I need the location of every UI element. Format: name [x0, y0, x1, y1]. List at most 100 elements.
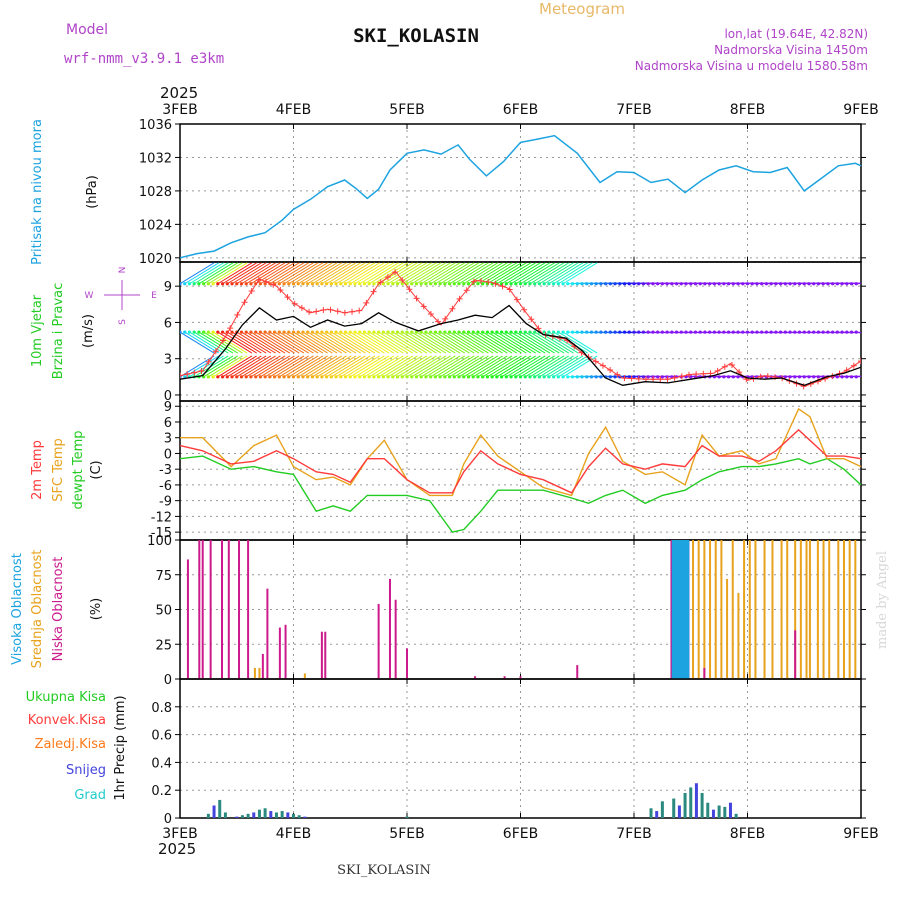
wind-barb	[236, 355, 272, 378]
wind-barb-dot	[414, 375, 419, 379]
credit-watermark: made by Angel	[875, 551, 890, 649]
wind-barb-dot	[826, 330, 830, 334]
wind-gust-mark	[277, 287, 284, 294]
wind-barb-dot	[481, 330, 485, 334]
wind-barb-dot	[476, 282, 480, 286]
wind-gust-mark	[800, 383, 807, 390]
wind-barb-dot	[736, 330, 740, 334]
wind-barb-dot	[575, 282, 579, 286]
wind-barb-dot	[599, 282, 603, 286]
wind-barb	[392, 262, 428, 285]
wind-barb	[359, 331, 395, 354]
wind-gust-mark	[341, 309, 348, 316]
ytick-label: 0.2	[151, 784, 172, 799]
wind-barb-dot	[736, 375, 740, 379]
wind-barb-dot	[301, 330, 305, 334]
wind-barb-dot	[575, 330, 579, 334]
wind-barb-dot	[632, 282, 636, 286]
wind-barb	[288, 262, 324, 285]
wind-barb	[387, 355, 423, 378]
wind-barb-dot	[651, 282, 655, 286]
wind-barb-dot	[656, 375, 660, 379]
wind-barb-dot	[296, 375, 300, 379]
wind-barb	[406, 355, 442, 378]
wind-barb-dot	[854, 375, 858, 379]
wind-barb	[279, 355, 314, 378]
precip-bar	[672, 798, 676, 818]
wind-barb-dot	[325, 282, 329, 286]
wind-barb-dot	[816, 375, 821, 379]
wind-barb-dot	[618, 282, 622, 286]
wind-barb	[543, 355, 579, 378]
precip-bar	[240, 815, 244, 818]
wind-barb-dot	[405, 330, 409, 334]
wind-barb-dot	[570, 282, 575, 286]
wind-barb	[354, 355, 390, 378]
wind-barb	[180, 262, 215, 285]
precip-panel: Ukupna Kisa Konvek.Kisa Zaledj.Kisa Snij…	[26, 678, 866, 827]
wind-barb	[321, 355, 357, 378]
wind-barb-dot	[476, 330, 480, 334]
wind-barb	[463, 355, 499, 378]
model-label: Model	[66, 22, 108, 38]
wind-barb	[349, 262, 385, 285]
compass-east: E	[151, 291, 157, 301]
wind-barb	[430, 355, 466, 378]
wind-barb-dot	[466, 330, 471, 334]
wind-barb-dot	[343, 282, 348, 286]
wind-barb	[302, 355, 338, 378]
wind-barb-dot	[277, 282, 281, 286]
wind-barb-dot	[826, 282, 830, 286]
wind-barb-dot	[547, 375, 551, 379]
wind-barb-dot	[745, 330, 750, 334]
wind-gust-mark	[650, 376, 657, 383]
wind-barb-dot	[220, 282, 225, 286]
xtick-label-top: 6FEB	[503, 102, 538, 118]
cloud-bar	[837, 540, 840, 679]
wind-barb	[321, 262, 357, 285]
wind-barb	[463, 331, 499, 354]
wind-barb	[293, 331, 328, 354]
wind-barb-dot	[424, 330, 428, 334]
cloud-bar	[703, 540, 706, 679]
wind-barb-dot	[807, 282, 811, 286]
wind-barb	[510, 331, 546, 354]
wind-barb-dot	[608, 330, 612, 334]
wind-barb	[378, 331, 413, 354]
wind-barb-dot	[528, 282, 532, 286]
wind-barb-dot	[646, 375, 650, 379]
wind-barb	[420, 262, 456, 285]
wind-barb-dot	[254, 375, 258, 379]
xtick-label-top: 9FEB	[843, 102, 878, 118]
wind-plot-area	[180, 262, 861, 390]
cloud-bar	[284, 624, 287, 679]
wind-barb-dot	[660, 375, 664, 379]
wind-compass: N S W E	[85, 267, 158, 325]
wind-barb-dot	[220, 330, 225, 334]
wind-gust-mark	[363, 299, 370, 306]
wind-barb-dot	[802, 375, 806, 379]
wind-barb-dot	[462, 330, 466, 334]
wind-barb-dot	[722, 282, 726, 286]
wind-barb	[397, 355, 432, 378]
precip-bar	[706, 802, 710, 818]
precip-bar	[235, 816, 239, 818]
wind-barb-dot	[429, 282, 433, 286]
wind-barb-dot	[779, 282, 783, 286]
wind-barb	[539, 355, 574, 378]
wind-gust-mark	[700, 370, 707, 377]
ytick-label: 1024	[139, 218, 172, 233]
wind-barb-dot	[329, 330, 333, 334]
wind-barb-dot	[807, 330, 811, 334]
cloud-bar	[576, 665, 579, 679]
wind-barb	[501, 262, 536, 285]
wind-barb-dot	[708, 282, 712, 286]
precip-bar	[649, 808, 653, 818]
wind-barb-dot	[816, 282, 821, 286]
wind-barb-dot	[481, 282, 485, 286]
wind-barb-dot	[258, 330, 262, 334]
wind-barb-dot	[641, 375, 646, 379]
wind-gust-mark	[220, 337, 227, 344]
wind-barb-dot	[329, 375, 333, 379]
wind-barb	[349, 331, 385, 354]
